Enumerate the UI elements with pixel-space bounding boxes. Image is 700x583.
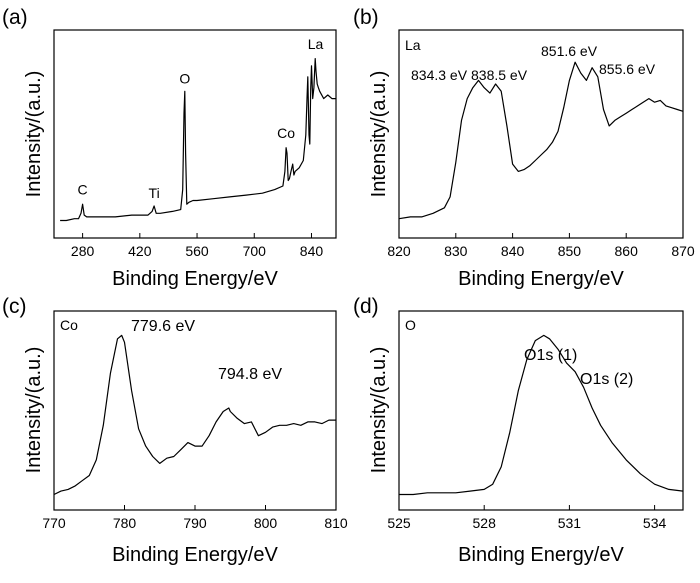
panel-d-element-tag: O (405, 317, 416, 333)
peak-label-838: 838.5 eV (471, 67, 528, 83)
panel-c-tick-label: 780 (113, 515, 137, 531)
element-tag-co: Co (277, 125, 295, 141)
panel-a-tick-label: 280 (71, 243, 95, 259)
panel-d-y-axis-title: Intensity/(a.u.) (368, 347, 390, 474)
panel-b-tick-label: 850 (558, 243, 582, 259)
panel-a-tick-label: 560 (185, 243, 209, 259)
element-tag-c: C (78, 182, 88, 198)
panel-c-frame (53, 310, 337, 511)
panel-c-co2p-line (53, 334, 336, 496)
panel-a-letter: (a) (2, 6, 28, 29)
element-tag-la: La (308, 36, 324, 52)
panel-d-frame (398, 310, 684, 511)
panel-d-o1s-line (399, 334, 684, 496)
panel-b-tick-label: 860 (615, 243, 639, 259)
panel-b-tick-label: 870 (671, 243, 695, 259)
peak-label-834: 834.3 eV (411, 67, 468, 83)
panel-c-tick-label: 790 (183, 515, 207, 531)
panel-c-tick-label: 770 (42, 515, 66, 531)
panel-b-y-axis-title: Intensity/(a.u.) (368, 71, 390, 198)
peak-label-851: 851.6 eV (541, 43, 598, 59)
panel-c-tick-label: 800 (254, 515, 278, 531)
panel-a-x-axis-title: Binding Energy/eV (112, 268, 278, 290)
panel-b-x-axis-title: Binding Energy/eV (458, 268, 624, 290)
element-tag-o: O (179, 71, 190, 87)
panel-b-tick-label: 830 (444, 243, 468, 259)
peak-label-o1s-2: O1s (2) (580, 371, 633, 388)
panel-a-survey-line (60, 58, 336, 222)
panel-b-letter: (b) (353, 6, 379, 29)
peak-label-o1s-1: O1s (1) (524, 347, 577, 364)
panel-a-tick-label: 420 (128, 243, 152, 259)
panel-b-frame (398, 29, 684, 239)
panel-c-tick-label: 810 (324, 515, 348, 531)
panel-b: (b) 820 830 840 850 860 870 La 834.3 eV 838.5… (353, 6, 695, 290)
panel-a-element-tags: C Ti O Co La (78, 36, 324, 201)
panel-a-x-ticks: 280 420 560 700 840 (71, 233, 323, 259)
panel-d: (d) 525 528 531 534 O O1s (1) O1s (2) Bindi… (353, 295, 684, 566)
panel-d-tick-label: 534 (643, 515, 667, 531)
peak-label-794: 794.8 eV (218, 366, 282, 383)
panel-d-letter: (d) (353, 295, 379, 318)
panel-c-element-tag: Co (60, 317, 78, 333)
panel-a-tick-label: 700 (243, 243, 267, 259)
panel-b-element-tag: La (405, 37, 421, 53)
panel-b-tick-label: 820 (387, 243, 411, 259)
peak-label-855: 855.6 eV (599, 61, 656, 77)
panel-a-tick-label: 840 (300, 243, 324, 259)
panel-d-tick-label: 531 (558, 515, 582, 531)
panel-c: (c) 770 780 790 800 810 Co 779.6 eV 794.8 eV… (2, 295, 348, 566)
panel-c-letter: (c) (2, 295, 27, 318)
panel-c-x-axis-title: Binding Energy/eV (112, 544, 278, 566)
panel-d-tick-label: 525 (387, 515, 411, 531)
panel-a-frame (53, 29, 337, 239)
panel-d-tick-label: 528 (473, 515, 497, 531)
panel-a: (a) 280 420 560 700 840 C Ti O Co La Binding Ene… (2, 6, 337, 290)
panel-a-y-axis-title: Intensity/(a.u.) (23, 71, 45, 198)
panel-b-tick-label: 840 (501, 243, 525, 259)
peak-label-779: 779.6 eV (131, 318, 195, 335)
panel-c-y-axis-title: Intensity/(a.u.) (23, 347, 45, 474)
element-tag-ti: Ti (149, 185, 160, 201)
panel-b-x-ticks: 820 830 840 850 860 870 (387, 233, 695, 259)
panel-d-x-axis-title: Binding Energy/eV (458, 544, 624, 566)
panel-d-x-ticks: 525 528 531 534 (387, 505, 666, 531)
panel-c-x-ticks: 770 780 790 800 810 (42, 505, 348, 531)
panel-b-la3d-line (398, 61, 684, 220)
